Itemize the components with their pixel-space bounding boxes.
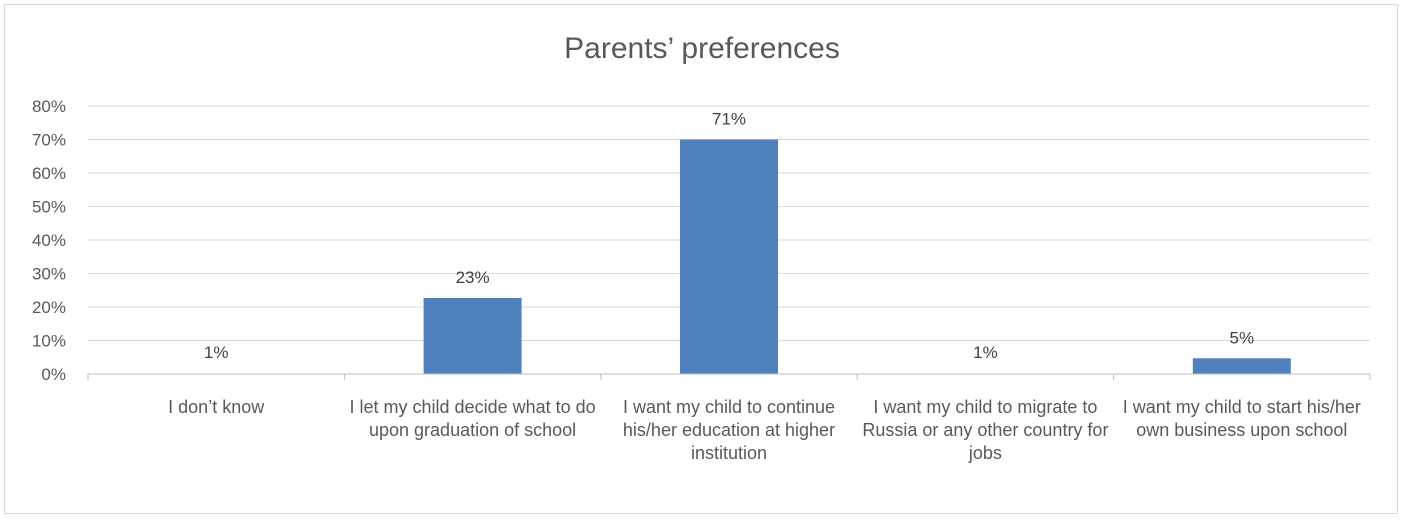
y-tick-label: 70% (32, 131, 66, 150)
y-tick-label: 30% (32, 265, 66, 284)
data-label: 71% (712, 110, 746, 129)
x-axis (87, 373, 1371, 380)
x-category-label: I don’t know (168, 397, 265, 417)
bar (1192, 358, 1291, 374)
y-tick-label: 40% (32, 231, 66, 250)
bars (423, 139, 1291, 374)
bar (423, 297, 522, 374)
data-label: 5% (1230, 328, 1255, 347)
x-category-label: I want my child to start his/her own bus… (1122, 397, 1361, 440)
x-category-label: I want my child to migrate to Russia or … (862, 397, 1109, 463)
y-tick-label: 20% (32, 298, 66, 317)
bar (680, 139, 778, 374)
chart-title: Parents’ preferences (564, 32, 840, 65)
data-label: 1% (204, 343, 229, 362)
y-tick-label: 80% (32, 97, 66, 116)
y-tick-label: 60% (32, 164, 66, 183)
data-label: 1% (973, 343, 998, 362)
y-tick-label: 50% (32, 198, 66, 217)
data-label: 23% (456, 268, 490, 287)
y-tick-label: 0% (41, 365, 66, 384)
x-category-label: I let my child decide what to do upon gr… (349, 397, 596, 440)
y-tick-label: 10% (32, 332, 66, 351)
data-labels: 1% 23% 71% 1% 5% (204, 110, 1254, 363)
y-axis-ticks: 0% 10% 20% 30% 40% 50% 60% 70% 80% (32, 97, 66, 384)
x-category-label: I want my child to continue his/her educ… (622, 397, 836, 463)
